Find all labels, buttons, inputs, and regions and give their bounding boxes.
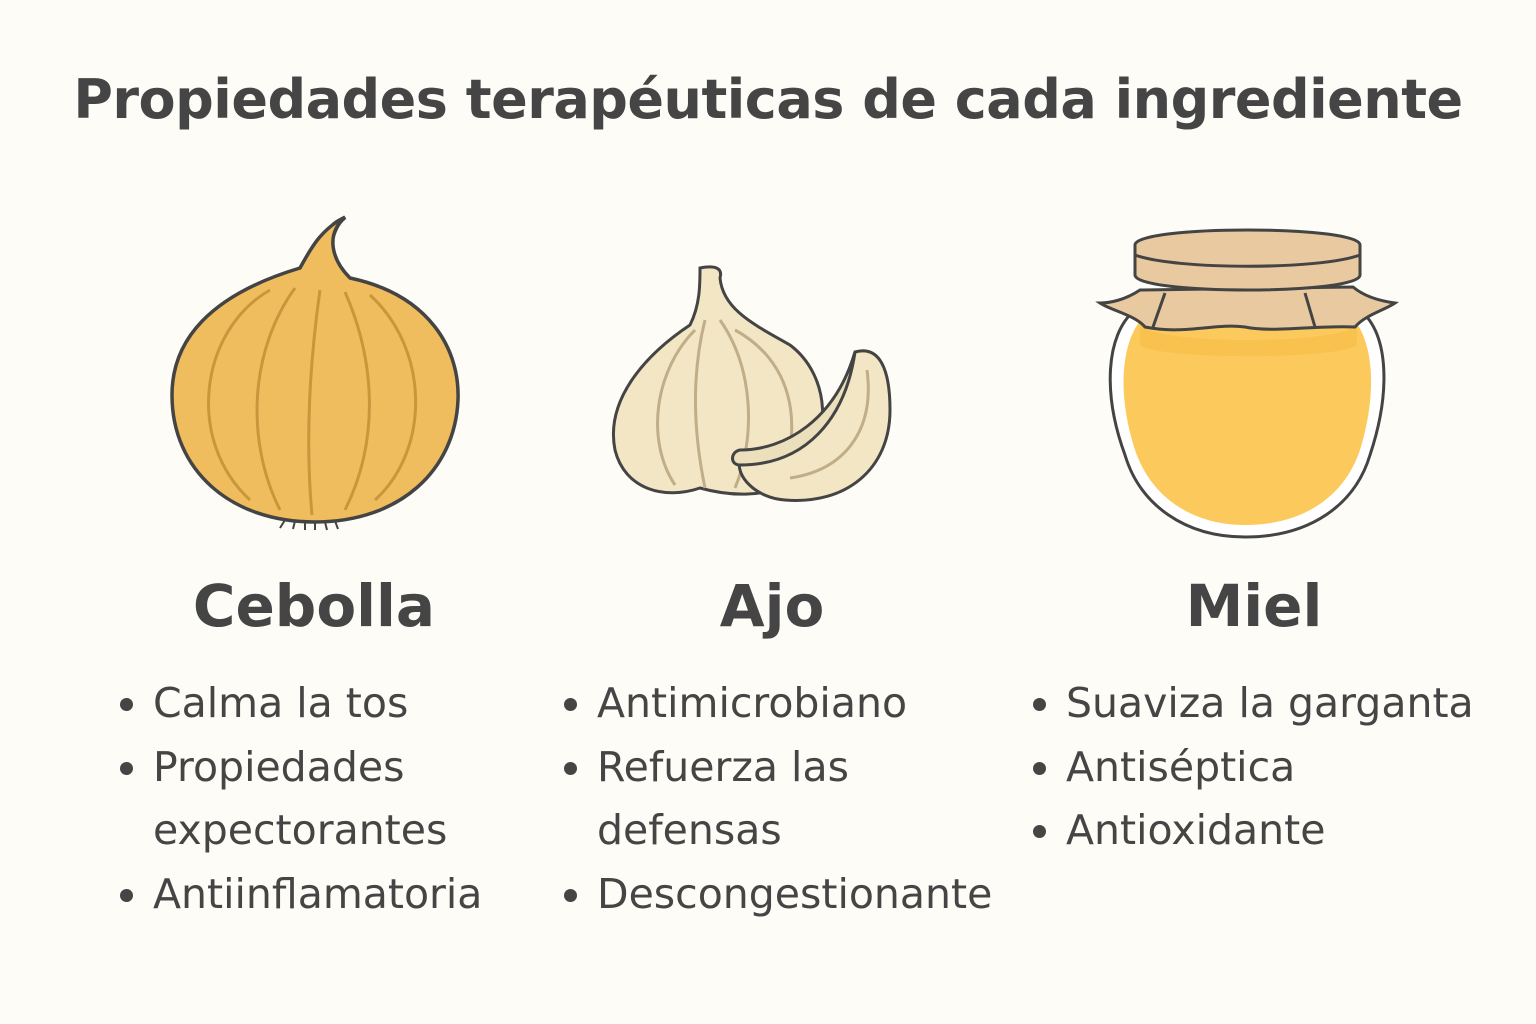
list-item: Propiedades expectorantes xyxy=(120,736,482,863)
honey-jar-icon xyxy=(1095,228,1400,539)
property-list-ajo: Antimicrobiano Refuerza las defensas Des… xyxy=(564,672,992,927)
ingredient-name-cebolla: Cebolla xyxy=(192,572,436,640)
list-item: Suaviza la garganta xyxy=(1033,672,1474,736)
ingredient-name-miel: Miel xyxy=(1185,572,1323,640)
list-item: Antiinflamatoria xyxy=(120,863,482,927)
list-item: Descongestionante xyxy=(564,863,992,927)
onion-icon xyxy=(170,215,460,531)
list-item: Antimicrobiano xyxy=(564,672,992,736)
list-item: Antioxidante xyxy=(1033,799,1474,863)
ingredient-name-ajo: Ajo xyxy=(719,572,825,640)
list-item: Refuerza las defensas xyxy=(564,736,992,863)
bullet-icon xyxy=(1033,825,1046,838)
garlic-icon xyxy=(612,265,892,502)
bullet-icon xyxy=(120,761,133,775)
property-list-miel: Suaviza la garganta Antiséptica Antioxid… xyxy=(1033,672,1474,863)
bullet-icon xyxy=(120,888,133,902)
list-item: Antiséptica xyxy=(1033,736,1474,800)
list-item: Calma la tos xyxy=(120,672,482,736)
bullet-icon xyxy=(1033,761,1046,775)
bullet-icon xyxy=(564,761,577,775)
bullet-icon xyxy=(120,698,133,711)
page-title: Propiedades terapéuticas de cada ingredi… xyxy=(73,68,1463,131)
bullet-icon xyxy=(564,888,577,902)
property-list-cebolla: Calma la tos Propiedades expectorantes A… xyxy=(120,672,482,927)
bullet-icon xyxy=(564,698,577,711)
bullet-icon xyxy=(1033,698,1046,711)
